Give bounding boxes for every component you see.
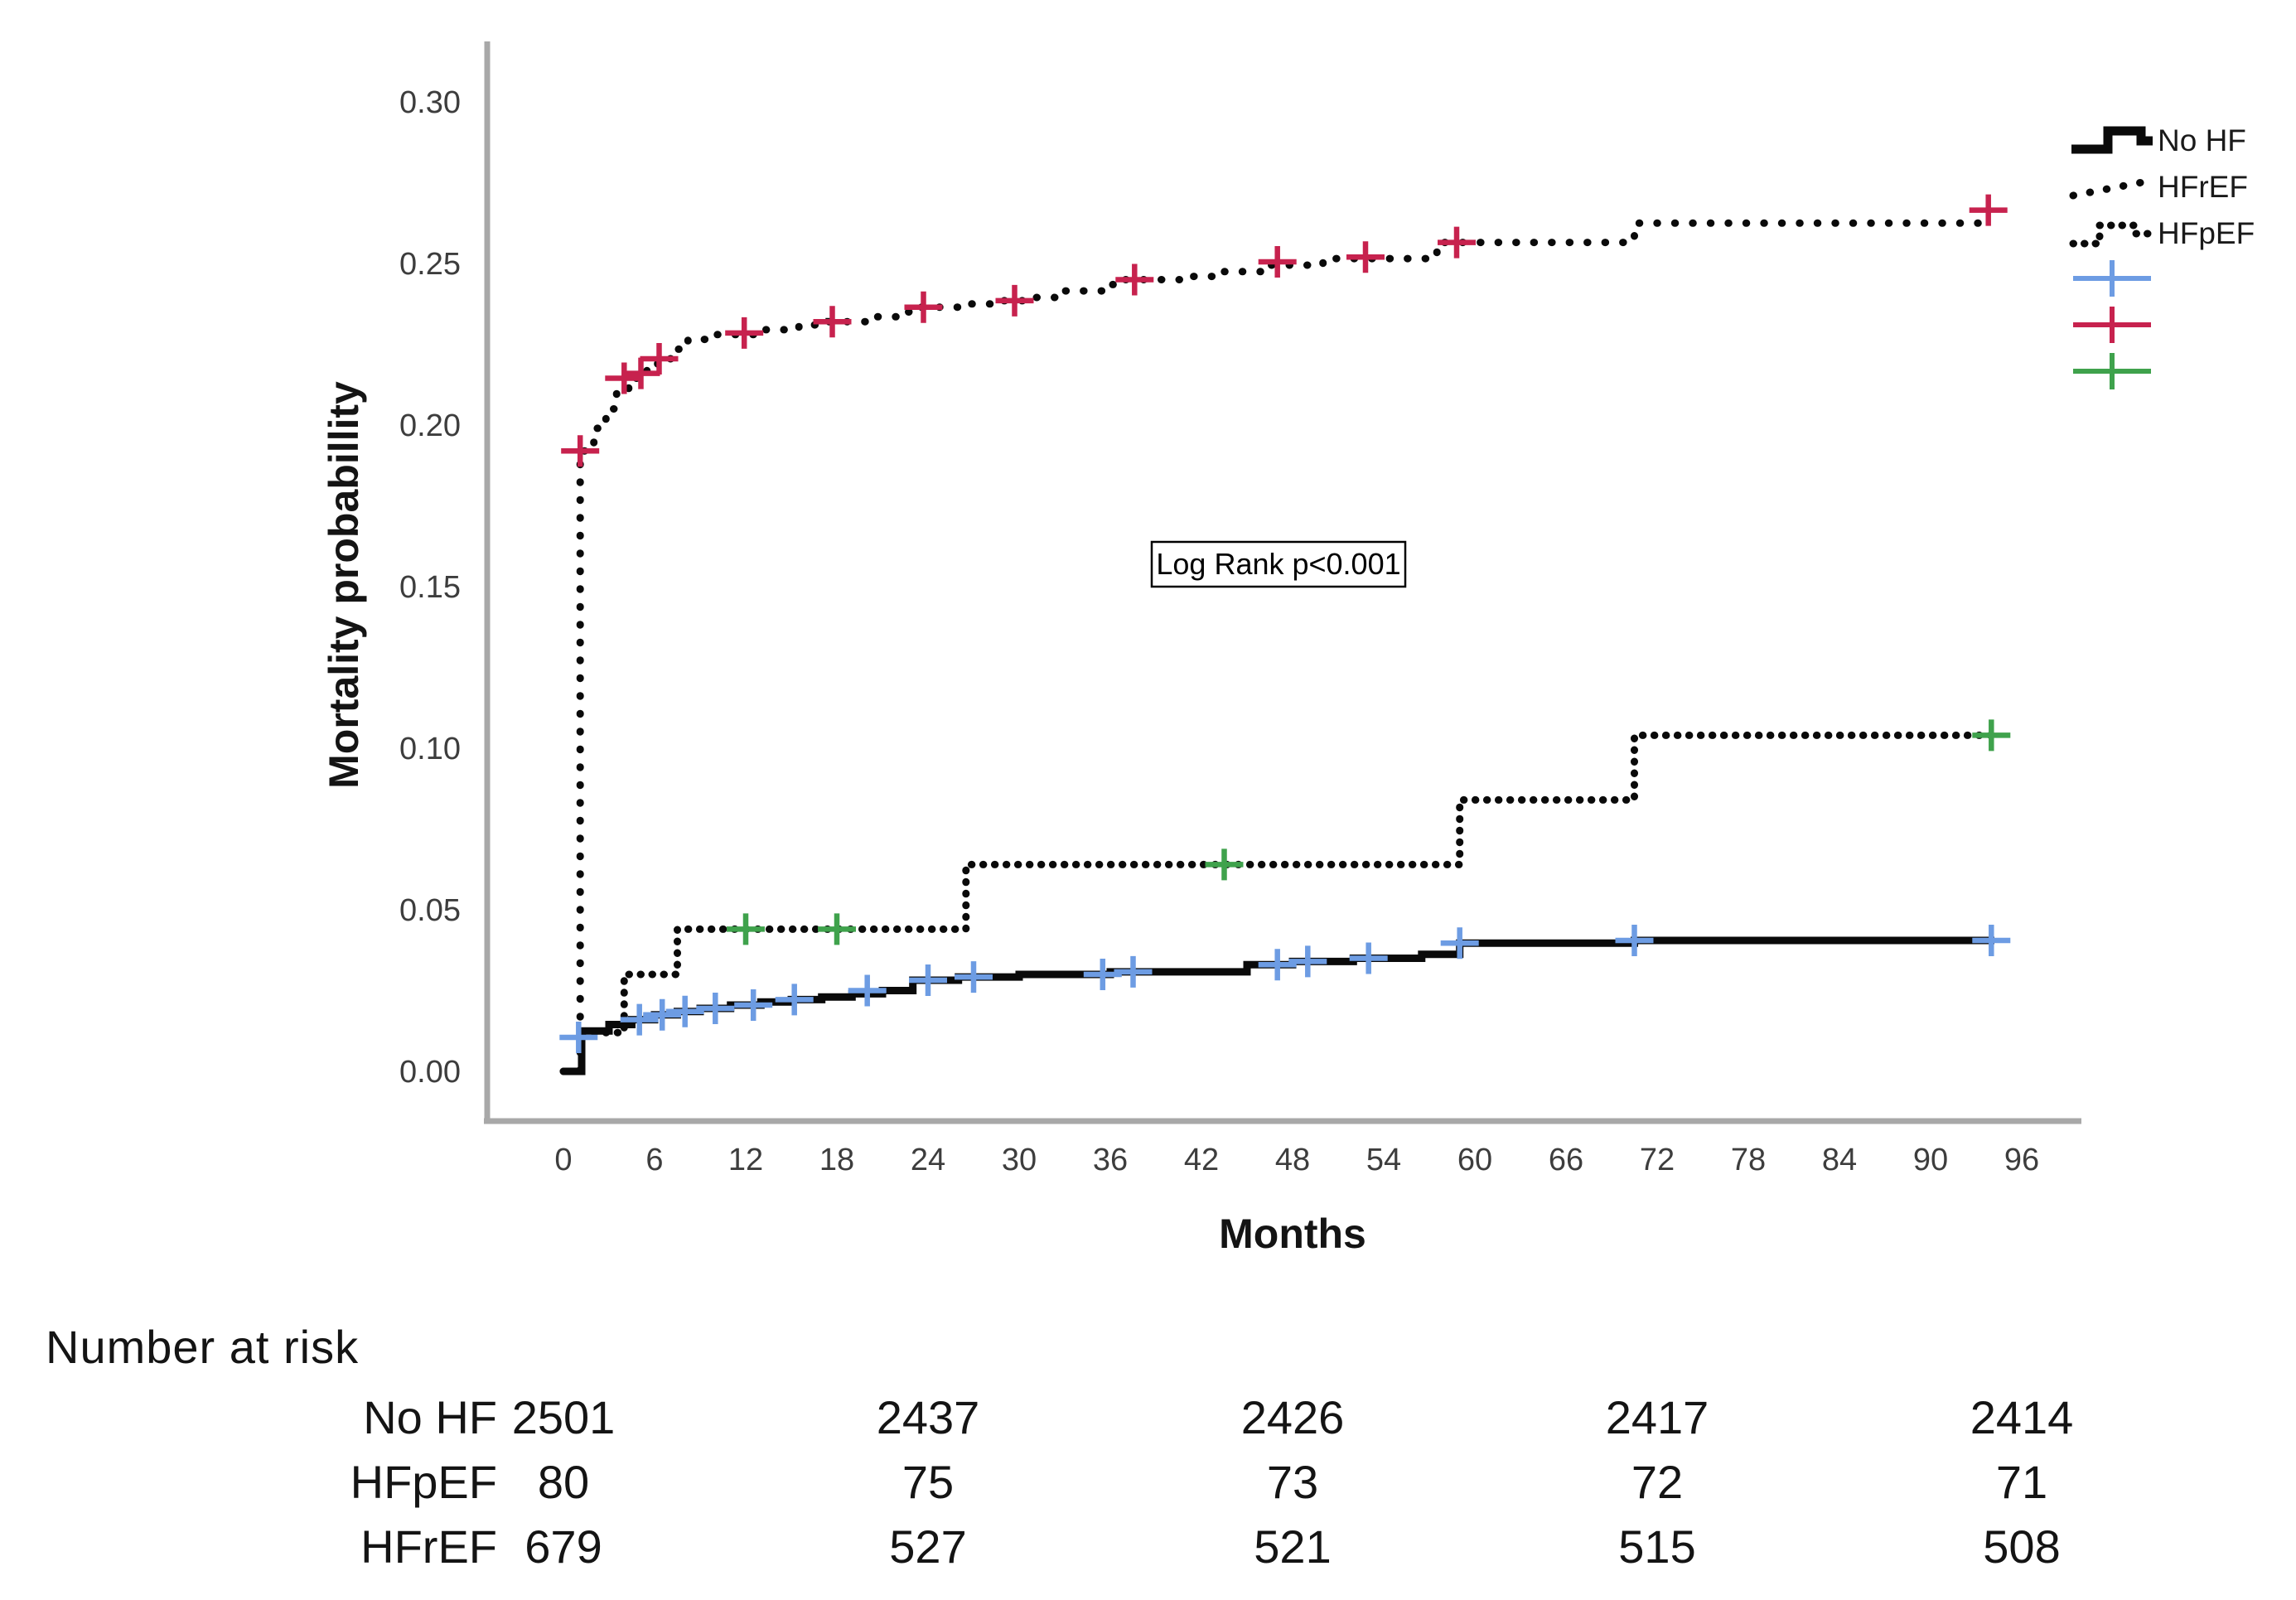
risk-value-cell: 2414 <box>1970 1391 2074 1443</box>
risk-value-cell: 521 <box>1254 1520 1332 1573</box>
y-tick-label: 0.30 <box>399 85 461 120</box>
curve-hfref <box>559 219 1993 1076</box>
log-rank-annotation: Log Rank p<0.001 <box>1150 540 1407 588</box>
risk-value-cell: 2501 <box>511 1391 616 1443</box>
log-rank-box <box>1150 540 1407 588</box>
risk-value-cell: 508 <box>1983 1520 2061 1573</box>
risk-value-cell: 515 <box>1618 1520 1696 1573</box>
risk-value-cell: 75 <box>901 1456 955 1508</box>
axes: 0 6 12 18 24 30 36 42 48 54 60 66 72 78 84 90 96 0.00 0.05… <box>399 41 2081 1177</box>
y-tick-label: 0.00 <box>399 1055 461 1090</box>
risk-value-cell: 72 <box>1631 1456 1684 1508</box>
risk-value-cell: 679 <box>524 1520 602 1573</box>
x-tick-label: 36 <box>1093 1143 1128 1177</box>
x-tick-label: 30 <box>1002 1143 1037 1177</box>
risk-value-cell: 71 <box>1995 1456 2048 1508</box>
legend-swatch-no-hf <box>2071 126 2153 154</box>
y-tick-label: 0.25 <box>399 247 461 282</box>
x-tick-label: 18 <box>819 1143 854 1177</box>
risk-value-cell: 73 <box>1266 1456 1319 1508</box>
y-axis-title: Mortality probabillity <box>321 381 367 789</box>
legend-label: No HF <box>2158 123 2246 157</box>
km-chart: 0 6 12 18 24 30 36 42 48 54 60 66 72 78 84 90 96 0.00 0.05… <box>321 41 2255 1257</box>
y-tick-label: 0.15 <box>399 570 461 605</box>
y-tick-label: 0.20 <box>399 408 461 443</box>
risk-value-cell: 2426 <box>1240 1391 1345 1443</box>
curves <box>559 219 1999 1076</box>
x-axis-title: Months <box>1219 1211 1366 1257</box>
risk-table-heading: Number at risk <box>46 1321 360 1373</box>
legend-label: HFrEF <box>2158 170 2248 204</box>
censor-marks <box>559 194 2011 1053</box>
x-tick-label: 6 <box>645 1143 663 1177</box>
x-tick-label: 66 <box>1549 1143 1583 1177</box>
risk-row-label: HFpEF <box>350 1456 497 1508</box>
x-tick-label: 48 <box>1275 1143 1310 1177</box>
risk-row-label: HFrEF <box>360 1520 497 1573</box>
x-tick-label: 96 <box>2004 1143 2039 1177</box>
x-tick-label: 78 <box>1731 1143 1766 1177</box>
log-rank-text: Log Rank p<0.001 <box>1156 547 1400 581</box>
risk-row-label: No HF <box>363 1391 497 1443</box>
axis-titles: Months Mortality probabillity <box>321 381 1366 1257</box>
legend: No HF HFrEF HFpEF <box>2069 123 2255 389</box>
curve-hfpef <box>559 731 1999 1076</box>
risk-value-cell: 527 <box>889 1520 967 1573</box>
risk-value-cell: 80 <box>537 1456 590 1508</box>
x-tick-label: 84 <box>1822 1143 1857 1177</box>
y-tick-label: 0.10 <box>399 732 461 766</box>
legend-swatch-hfref <box>2069 176 2155 200</box>
x-tick-label: 54 <box>1366 1143 1401 1177</box>
x-tick-label: 72 <box>1640 1143 1675 1177</box>
x-tick-label: 12 <box>728 1143 763 1177</box>
x-tick-label: 42 <box>1184 1143 1219 1177</box>
x-tick-label: 60 <box>1457 1143 1492 1177</box>
risk-value-cell: 2417 <box>1605 1391 1709 1443</box>
x-tick-label: 24 <box>911 1143 945 1177</box>
y-tick-label: 0.05 <box>399 893 461 928</box>
legend-swatch-hfpef <box>2069 221 2155 248</box>
x-tick-label: 90 <box>1913 1143 1948 1177</box>
legend-label: HFpEF <box>2158 216 2255 250</box>
risk-value-cell: 2437 <box>876 1391 980 1443</box>
x-tick-label: 0 <box>554 1143 572 1177</box>
